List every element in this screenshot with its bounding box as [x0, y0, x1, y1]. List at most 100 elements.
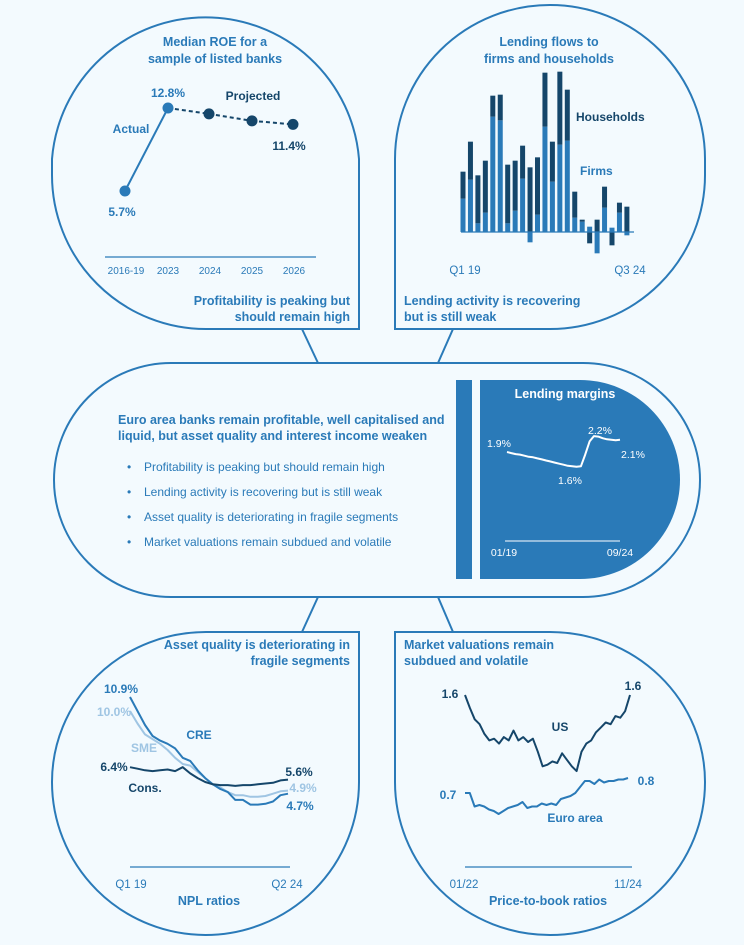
firms-bar — [624, 232, 630, 236]
roe-tick: 2016-19 — [108, 266, 145, 277]
firms-bar — [587, 226, 593, 232]
flows-title-line1: Lending flows to — [499, 35, 599, 49]
us-series-label: US — [552, 720, 569, 734]
firms-bar — [527, 232, 533, 243]
firms-bar — [616, 212, 622, 232]
households-bar — [497, 94, 503, 121]
roe-label-end: 11.4% — [272, 139, 306, 153]
cons-line — [129, 766, 289, 787]
households-bar — [490, 95, 496, 117]
roe-label-2023: 12.8% — [151, 86, 185, 100]
households-bar — [520, 145, 526, 179]
lending-caption-line2: but is still weak — [404, 310, 496, 324]
margins-title: Lending margins — [515, 387, 616, 401]
bullet-asset-quality: Asset quality is deteriorating in fragil… — [144, 510, 398, 524]
ea-start-label: 0.7 — [440, 788, 457, 802]
flows-title-line2: firms and households — [484, 52, 614, 66]
npl-title-line1: Asset quality is deteriorating in — [164, 638, 350, 652]
margins-x-start: 01/19 — [491, 547, 517, 559]
roe-point — [287, 118, 299, 130]
headline-line2: liquid, but asset quality and interest i… — [118, 429, 427, 443]
households-bar — [572, 191, 578, 218]
connector-top-right — [437, 328, 454, 364]
connector-bottom-left — [301, 596, 319, 633]
roe-title-line1: Median ROE for a — [163, 35, 268, 49]
npl-chart: Asset quality is deteriorating in fragil… — [97, 638, 350, 908]
households-bar — [482, 160, 488, 213]
roe-tick: 2026 — [283, 266, 306, 277]
households-bar — [527, 167, 533, 232]
households-bar — [535, 157, 540, 215]
firms-bar — [497, 120, 503, 232]
firms-bar — [505, 223, 511, 232]
households-bar — [624, 206, 630, 232]
households-bar — [512, 160, 518, 211]
legend-firms: Firms — [580, 164, 613, 178]
households-bar — [460, 171, 466, 199]
margins-label-min: 1.6% — [558, 475, 582, 487]
center-summary: Euro area banks remain profitable, well … — [118, 413, 445, 549]
sme-start-label: 10.0% — [97, 705, 131, 719]
households-bar — [505, 164, 511, 224]
roe-projected-label: Projected — [226, 89, 281, 103]
flows-x-start: Q1 19 — [449, 265, 480, 277]
households-bar — [609, 232, 615, 246]
price-to-book-chart: Market valuations remain subdued and vol… — [404, 638, 655, 908]
firms-bar — [602, 207, 608, 232]
margins-label-end: 2.1% — [621, 449, 645, 461]
households-bar — [467, 141, 473, 180]
firms-bar — [557, 144, 563, 232]
cre-line — [129, 696, 289, 806]
roe-actual-label: Actual — [113, 122, 150, 136]
roe-label-start: 5.7% — [108, 205, 136, 219]
bullet-lending: Lending activity is recovering but is st… — [144, 485, 383, 499]
bubble-profitability — [51, 16, 360, 330]
ea-series-label: Euro area — [547, 811, 603, 825]
households-bar — [542, 72, 548, 127]
roe-point — [119, 185, 131, 197]
households-bar — [564, 89, 570, 141]
connector-bottom-right — [437, 596, 454, 633]
panel-background — [480, 380, 680, 579]
roe-chart: Median ROE for a sample of listed banks … — [105, 35, 351, 324]
households-bar — [475, 175, 481, 224]
bullet-dot: • — [127, 510, 131, 524]
margins-label-start: 1.9% — [487, 438, 511, 450]
firms-bar — [520, 178, 526, 232]
cons-series-label: Cons. — [128, 781, 161, 795]
firms-bar — [512, 210, 518, 232]
cre-start-label: 10.9% — [104, 682, 138, 696]
roe-tick: 2025 — [241, 266, 264, 277]
npl-x-end: Q2 24 — [271, 879, 303, 891]
cons-end-label: 5.6% — [285, 765, 313, 779]
us-line — [464, 694, 631, 773]
pb-title-line1: Market valuations remain — [404, 638, 554, 652]
sme-series-label: SME — [131, 741, 157, 755]
pb-x-end: 11/24 — [614, 879, 643, 891]
euro-area-line — [465, 777, 629, 815]
margins-label-max: 2.2% — [588, 425, 612, 437]
us-end-label: 1.6 — [625, 679, 642, 693]
cons-start-label: 6.4% — [100, 760, 128, 774]
sme-end-label: 4.9% — [289, 781, 317, 795]
pb-xlabel: Price-to-book ratios — [489, 894, 607, 908]
firms-bar — [564, 140, 570, 232]
npl-title-line2: fragile segments — [251, 654, 350, 668]
bubble-market-valuations — [394, 631, 707, 936]
lending-caption-line1: Lending activity is recovering — [404, 294, 580, 308]
us-start-label: 1.6 — [442, 687, 459, 701]
households-bar — [557, 71, 563, 145]
legend-households: Households — [576, 110, 645, 124]
npl-xlabel: NPL ratios — [178, 894, 240, 908]
profitability-caption-line1: Profitability is peaking but — [194, 294, 351, 308]
households-bar — [549, 141, 555, 182]
margins-line — [506, 435, 621, 468]
firms-bar — [467, 179, 473, 232]
firms-bar — [475, 223, 481, 232]
roe-actual-line — [124, 107, 169, 192]
firms-bar — [594, 232, 600, 254]
panel-accent-bar — [456, 380, 472, 579]
ea-end-label: 0.8 — [638, 774, 655, 788]
cre-series-label: CRE — [186, 728, 211, 742]
